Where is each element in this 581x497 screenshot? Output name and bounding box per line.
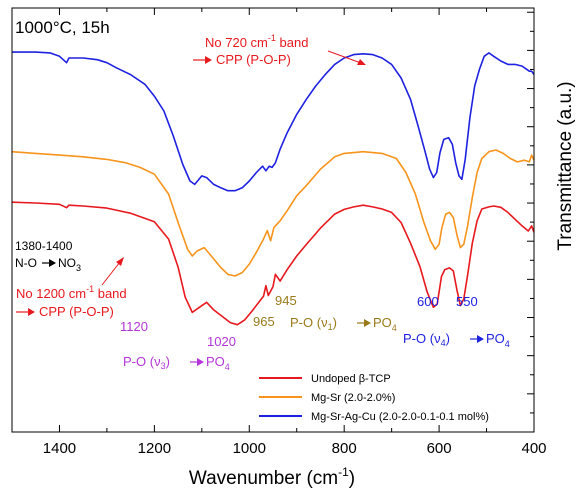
annotation-v3-text-c: PO4 xyxy=(206,354,230,372)
annotation-v4-text-c: PO4 xyxy=(486,331,510,349)
annotation-v1-text-a: P-O (ν1) xyxy=(290,315,337,332)
annotation-n-o-line2b: NO3 xyxy=(58,256,81,273)
annotation-no1200-text: No 1200 cm xyxy=(16,286,86,301)
series-layer xyxy=(11,51,535,326)
annotation-n-o: 1380-1400 N-O NO3 xyxy=(15,239,81,273)
annotation-v4-sub: 4 xyxy=(505,339,510,349)
legend: Undoped β-TCP Mg-Sr (2.0-2.0%) Mg-Sr-Ag-… xyxy=(259,373,489,423)
annotation-v1-close: ) xyxy=(333,315,337,330)
annotation-v3-greek: ν xyxy=(154,354,161,369)
y-axis-label: Transmittance (a.u.) xyxy=(555,81,576,250)
annotation-v4-greek-sub: 4 xyxy=(441,338,446,348)
x-tick-label-400: 400 xyxy=(521,440,546,457)
chart-title: 1000°C, 15h xyxy=(15,18,110,37)
annotation-no1200-bullet-head xyxy=(28,308,35,316)
legend-label-mg-sr: Mg-Sr (2.0-2.0%) xyxy=(311,392,395,404)
plot-frame xyxy=(11,7,535,433)
annotation-no1200-sup: -1 xyxy=(86,284,94,294)
annotation-v1: P-O (ν1) PO4 xyxy=(290,315,397,333)
annotation-no720-tail: band xyxy=(276,35,309,50)
annotation-no720-sup: -1 xyxy=(268,33,276,43)
legend-label-undoped: Undoped β-TCP xyxy=(311,373,391,385)
peak-label-945: 945 xyxy=(275,293,297,308)
annotation-no1200-line2: CPP (P-O-P) xyxy=(39,304,114,319)
peak-labels: 1120 1020 965 945 600 550 xyxy=(120,293,478,349)
x-axis-label: Wavenumber (cm-1) xyxy=(189,465,355,489)
peak-label-1120: 1120 xyxy=(120,319,148,334)
annotation-n-o-line1: 1380-1400 xyxy=(15,239,73,253)
x-axis-label-main: Wavenumber (cm xyxy=(189,468,338,489)
annotation-no1200-arrow xyxy=(101,261,121,286)
annotation-v4-close: ) xyxy=(446,331,450,346)
annotation-v4-bullet-head xyxy=(477,335,484,343)
annotation-v3: P-O (ν3) PO4 xyxy=(123,354,230,372)
annotation-no720-line1: No 720 cm-1 band xyxy=(205,33,308,50)
annotation-n-o-line2a: N-O xyxy=(15,256,37,270)
annotation-v4-text-a: P-O (ν4) xyxy=(403,331,450,348)
annotation-n-o-sub: 3 xyxy=(76,263,81,273)
annotation-v3-sub: 4 xyxy=(225,362,230,372)
annotation-v1-greek-sub: 1 xyxy=(328,322,333,332)
annotation-no720: No 720 cm-1 band CPP (P-O-P) xyxy=(193,33,366,67)
annotation-v4-po: P-O ( xyxy=(403,331,435,346)
series-line-mg-sr-ag-cu xyxy=(12,51,535,192)
annotation-no1200: No 1200 cm-1 band CPP (P-O-P) xyxy=(16,257,127,319)
annotation-v1-sub: 4 xyxy=(392,323,397,333)
annotation-no720-arrow xyxy=(327,50,362,64)
annotation-no720-arrowhead xyxy=(357,59,366,65)
peak-label-600: 600 xyxy=(417,294,439,309)
annotation-n-o-no: NO xyxy=(58,256,76,270)
annotation-v4-greek: ν xyxy=(434,331,441,346)
annotation-v3-po: P-O ( xyxy=(123,354,155,369)
annotation-v1-greek: ν xyxy=(321,315,328,330)
annotation-v4: P-O (ν4) PO4 xyxy=(403,331,510,349)
x-tick-label-1400: 1400 xyxy=(43,440,76,457)
annotation-no720-text: No 720 cm xyxy=(205,35,268,50)
annotation-n-o-bullet-head xyxy=(49,259,56,267)
annotation-v1-po: P-O ( xyxy=(290,315,322,330)
annotation-v1-bullet-head xyxy=(364,319,371,327)
x-tick-label-1000: 1000 xyxy=(233,440,266,457)
series-line-undoped xyxy=(11,201,535,326)
annotation-no1200-line1: No 1200 cm-1 band xyxy=(16,284,127,301)
annotation-no1200-tail: band xyxy=(94,286,127,301)
annotation-v3-greek-sub: 3 xyxy=(161,361,166,371)
annotation-no1200-arrowhead xyxy=(116,257,124,266)
series-line-mg-sr xyxy=(11,149,535,277)
x-tick-label-1200: 1200 xyxy=(138,440,171,457)
annotation-v1-text-c: PO4 xyxy=(373,315,397,333)
annotation-no720-bullet-head xyxy=(205,56,212,64)
x-axis-label-sup: -1 xyxy=(338,465,349,479)
axes-layer: 1400 1200 1000 800 600 400 xyxy=(11,7,547,457)
annotation-v3-bullet-head xyxy=(197,358,204,366)
peak-label-1020: 1020 xyxy=(207,334,236,349)
annotation-v4-po4: PO xyxy=(486,331,505,346)
legend-label-mg-sr-ag-cu: Mg-Sr-Ag-Cu (2.0-2.0-0.1-0.1 mol%) xyxy=(311,411,489,423)
x-tick-label-600: 600 xyxy=(427,440,452,457)
annotation-v1-po4: PO xyxy=(373,315,392,330)
peak-label-550: 550 xyxy=(456,294,478,309)
annotation-v3-po4: PO xyxy=(206,354,225,369)
peak-label-965: 965 xyxy=(253,314,275,329)
annotation-v3-close: ) xyxy=(166,354,170,369)
annotation-no720-line2: CPP (P-O-P) xyxy=(216,52,291,67)
annotation-v3-text-a: P-O (ν3) xyxy=(123,354,170,371)
x-axis-label-close: ) xyxy=(349,468,355,489)
x-tick-label-800: 800 xyxy=(332,440,357,457)
